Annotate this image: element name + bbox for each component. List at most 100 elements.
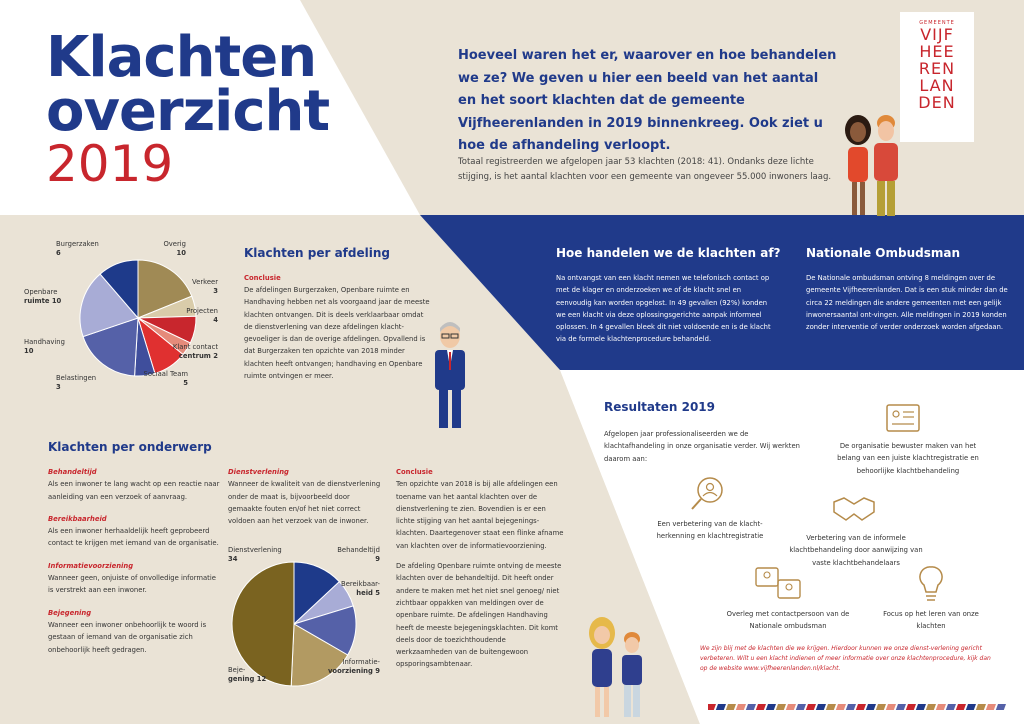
stripe-segment bbox=[745, 704, 756, 710]
pie1-label-openbare-ruimte: Openbare ruimte 10 bbox=[24, 288, 62, 305]
stripe-segment bbox=[965, 704, 976, 710]
logo-line: HEE bbox=[919, 42, 955, 61]
pie2-label-dienstverlening: Dienstverlening 34 bbox=[228, 546, 282, 563]
title-line-2: overzicht bbox=[46, 79, 330, 144]
pie1-label-burgerzaken: Burgerzaken 6 bbox=[56, 240, 99, 257]
def-title-bereikbaarheid: Bereikbaarheid bbox=[48, 514, 107, 523]
pie-slice-burgerzaken bbox=[99, 259, 139, 320]
stripe-segment bbox=[815, 704, 826, 710]
ombudsman-heading: Nationale Ombudsman bbox=[806, 246, 961, 260]
def-title-informatievoorziening: Informatievoorziening bbox=[48, 561, 134, 570]
stripe-segment bbox=[708, 704, 716, 710]
stripe-segment bbox=[835, 704, 846, 710]
man-figure bbox=[874, 115, 898, 216]
resultaten-intro: Afgelopen jaar professionaliseerden we d… bbox=[604, 430, 800, 463]
def-text-informatievoorziening: Wanneer geen, onjuiste of onvolledige in… bbox=[48, 574, 216, 595]
onderwerp-conclusie-label: Conclusie bbox=[396, 468, 433, 476]
pie1-label-handhaving: Handhaving 10 bbox=[24, 338, 65, 355]
onderwerp-conclusie-text-2: De afdeling Openbare ruimte ontving de m… bbox=[396, 562, 562, 669]
intro-heading: Hoeveel waren het er, waarover en hoe be… bbox=[458, 48, 837, 153]
pie1-label-verkeer: Verkeer 3 bbox=[192, 278, 218, 295]
pie1-label-overig: Overig 10 bbox=[163, 240, 186, 257]
pie-slice-handhaving bbox=[82, 317, 139, 377]
def-title-bejegening: Bejegening bbox=[48, 608, 92, 617]
onderwerp-definitions: Behandeltijd Als een inwoner te lang wac… bbox=[48, 466, 220, 656]
def-title-dienstverlening: Dienstverlening bbox=[228, 468, 289, 476]
stripe-segment bbox=[995, 704, 1006, 710]
stripe-segment bbox=[735, 704, 746, 710]
stripe-segment bbox=[985, 704, 996, 710]
pie2-label-bereikbaarheid: Bereikbaar-heid 5 bbox=[341, 580, 380, 597]
onderwerp-conclusie: Conclusie Ten opzichte van 2018 is bij a… bbox=[396, 466, 564, 671]
woman-figure bbox=[845, 115, 871, 215]
pie2-label-bejegening: Beje-gening 12 bbox=[228, 666, 267, 683]
couple-illustration bbox=[845, 115, 898, 216]
resultaat-item-3: Verbetering van de informele klachtbehan… bbox=[789, 534, 923, 567]
stripe-segment bbox=[715, 704, 726, 710]
logo-line: DEN bbox=[918, 93, 956, 112]
def-text-bejegening: Wanneer een inwoner onbehoorlijk te woor… bbox=[48, 620, 207, 654]
stripe-segment bbox=[855, 704, 866, 710]
stripe-segment bbox=[895, 704, 906, 710]
boy-figure bbox=[622, 632, 642, 717]
logo-line: LAN bbox=[919, 76, 955, 95]
pie1-label-kcc: Klant contact centrum 2 bbox=[172, 343, 218, 360]
pie2-label-behandeltijd: Behandeltijd 9 bbox=[337, 546, 380, 563]
pie-slice-overig bbox=[137, 259, 193, 319]
pie-slice-dienstverlening bbox=[231, 561, 295, 687]
afdeling-conclusie-label: Conclusie bbox=[244, 274, 281, 282]
children-illustration bbox=[589, 617, 642, 717]
stripe-segment bbox=[955, 704, 966, 710]
afdeling-heading: Klachten per afdeling bbox=[244, 246, 390, 260]
lightbulb-icon bbox=[919, 566, 943, 601]
decorative-stripe bbox=[708, 704, 1006, 710]
handelen-text: Na ontvangst van een klacht nemen we tel… bbox=[556, 274, 771, 344]
handshake-icon bbox=[833, 497, 875, 521]
stripe-segment bbox=[915, 704, 926, 710]
resultaat-item-4: Overleg met contactpersoon van de Nation… bbox=[726, 610, 850, 631]
def-text-behandeltijd: Als een inwoner te lang wacht op een rea… bbox=[48, 480, 220, 501]
stripe-segment bbox=[935, 704, 946, 710]
girl-figure bbox=[589, 617, 615, 717]
handelen-heading: Hoe handelen we de klachten af? bbox=[556, 246, 781, 260]
pie1-label-projecten: Projecten 4 bbox=[186, 307, 218, 324]
businessman-illustration bbox=[435, 322, 465, 428]
resultaat-item-5: Focus op het leren van onze klachten bbox=[883, 610, 979, 631]
logo-line: REN bbox=[918, 59, 956, 78]
dienst-definition: Dienstverlening Wanneer de kwaliteit van… bbox=[228, 466, 386, 527]
def-text-dienstverlening: Wanneer de kwaliteit van de dienstverlen… bbox=[228, 480, 381, 526]
def-text-bereikbaarheid: Als een inwoner herhaaldelijk heeft gepr… bbox=[48, 527, 219, 548]
title-year: 2019 bbox=[46, 135, 174, 193]
stripe-segment bbox=[775, 704, 786, 710]
def-title-behandeltijd: Behandeltijd bbox=[48, 468, 97, 476]
stripe-segment bbox=[925, 704, 936, 710]
stripe-segment bbox=[785, 704, 796, 710]
magnifier-person-icon bbox=[691, 477, 723, 510]
registration-document-icon bbox=[886, 404, 920, 432]
stripe-segment bbox=[885, 704, 896, 710]
intro-body: Totaal registreerden we afgelopen jaar 5… bbox=[458, 157, 832, 182]
contact-persons-icon bbox=[755, 567, 801, 599]
stripe-segment bbox=[875, 704, 886, 710]
pie-slice-bejegening bbox=[290, 623, 349, 687]
title-line-1: Klachten bbox=[46, 25, 317, 90]
stripe-segment bbox=[755, 704, 766, 710]
stripe-segment bbox=[825, 704, 836, 710]
stripe-segment bbox=[725, 704, 736, 710]
ombudsman-text: De Nationale ombudsman ontving 8 melding… bbox=[806, 274, 1008, 332]
stripe-segment bbox=[845, 704, 856, 710]
pie-chart-onderwerp bbox=[231, 561, 357, 687]
logo-small-text: GEMEENTE bbox=[919, 20, 955, 26]
afdeling-text: De afdelingen Burgerzaken, Openbare ruim… bbox=[244, 286, 430, 381]
stripe-segment bbox=[905, 704, 916, 710]
pie1-label-belastingen: Belastingen 3 bbox=[56, 374, 97, 391]
logo-line: VIJF bbox=[920, 25, 954, 44]
stripe-segment bbox=[795, 704, 806, 710]
pie-slice-openbare-ruimte bbox=[79, 273, 139, 338]
pie1-label-sociaal-team: Sociaal Team 5 bbox=[143, 370, 188, 387]
onderwerp-conclusie-text-1: Ten opzichte van 2018 is bij alle afdeli… bbox=[396, 480, 564, 550]
stripe-segment bbox=[945, 704, 956, 710]
stripe-segment bbox=[865, 704, 876, 710]
onderwerp-heading: Klachten per onderwerp bbox=[48, 440, 212, 454]
pie-chart-afdeling bbox=[79, 259, 197, 377]
